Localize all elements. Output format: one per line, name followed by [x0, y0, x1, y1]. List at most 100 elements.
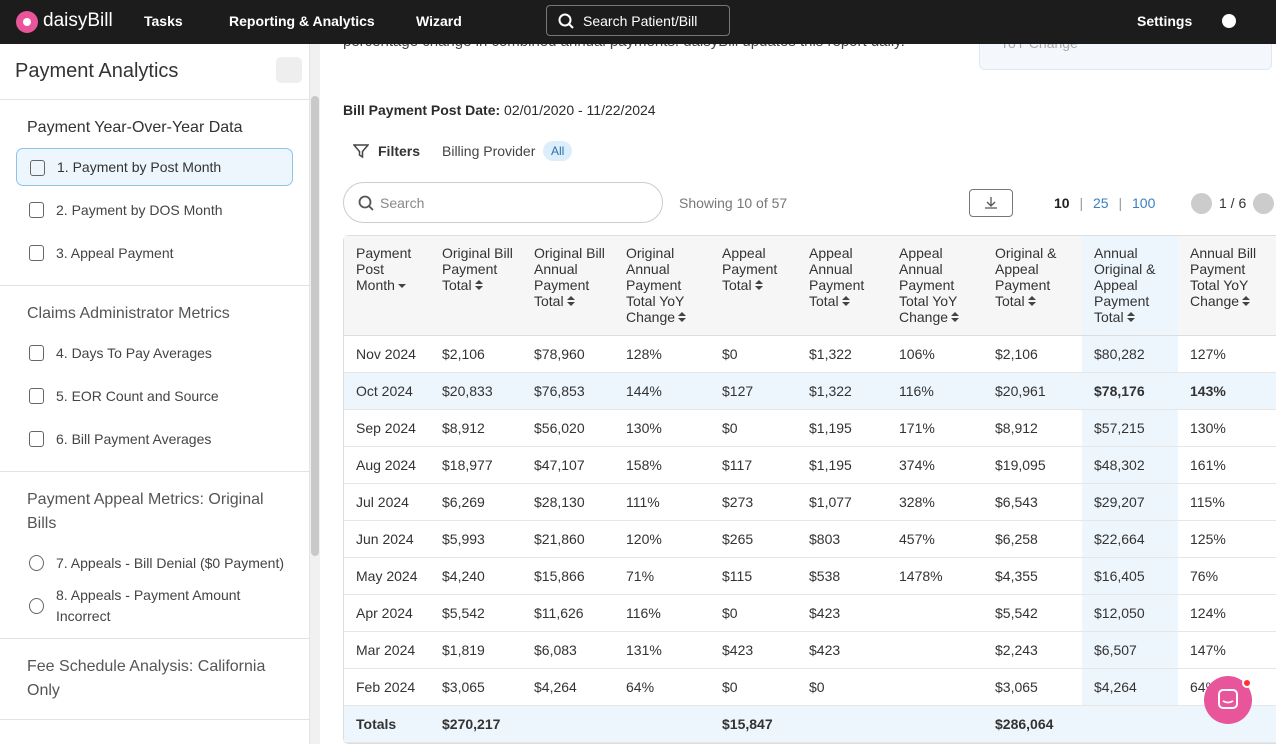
- nav-link[interactable]: 7. Appeals - Bill Denial ($0 Payment): [16, 544, 293, 582]
- table-cell: 115%: [1178, 484, 1276, 521]
- table-row: Oct 2024 $20,833 $76,853 144% $127 $1,322 116%…: [344, 373, 1276, 410]
- user-icon[interactable]: [1221, 13, 1237, 29]
- table-cell: $117: [710, 447, 797, 484]
- table-cell: Sep 2024: [344, 410, 430, 447]
- sidebar-header: Payment Analytics: [0, 44, 309, 100]
- nav-link[interactable]: 5. EOR Count and Source: [16, 377, 293, 415]
- totals-cell: [1082, 706, 1178, 743]
- settings[interactable]: Settings: [1137, 13, 1193, 29]
- table-cell: $127: [710, 373, 797, 410]
- link-icon: [29, 431, 44, 447]
- table-cell: 128%: [614, 336, 710, 373]
- search-input[interactable]: Search: [343, 182, 663, 223]
- header-label: Appeal Annual Payment Total: [809, 245, 865, 309]
- nav-link[interactable]: 6. Bill Payment Averages: [16, 420, 293, 458]
- header-label: Annual Bill Payment Total YoY Change: [1190, 245, 1257, 309]
- nav-link[interactable]: 4. Days To Pay Averages: [16, 334, 293, 372]
- table-cell: $18,977: [430, 447, 522, 484]
- table-cell: 124%: [1178, 595, 1276, 632]
- table-cell: $2,106: [430, 336, 522, 373]
- totals-cell: [522, 706, 614, 743]
- table-cell: Nov 2024: [344, 336, 430, 373]
- nav-link[interactable]: 8. Appeals - Payment Amount Incorrect: [16, 587, 293, 625]
- provider-value[interactable]: All: [543, 141, 573, 161]
- filters-button[interactable]: Filters: [378, 143, 421, 159]
- column-header[interactable]: Appeal Annual Payment Total: [797, 236, 887, 336]
- table-cell: 171%: [887, 410, 983, 447]
- search-placeholder: Search: [380, 195, 425, 211]
- chat-button[interactable]: [1204, 676, 1252, 724]
- brand[interactable]: daisyBill: [43, 10, 113, 31]
- totals-cell: $270,217: [430, 706, 522, 743]
- table-cell: Apr 2024: [344, 595, 430, 632]
- table-row: Jun 2024 $5,993 $21,860 120% $265 $803 457% $6,…: [344, 521, 1276, 558]
- page-size[interactable]: 10: [1054, 195, 1070, 211]
- column-header[interactable]: Appeal Payment Total: [710, 236, 797, 336]
- table-cell: $1,322: [797, 373, 887, 410]
- column-header[interactable]: Original & Appeal Payment Total: [983, 236, 1082, 336]
- prev-page[interactable]: [1191, 193, 1212, 214]
- sidebar-section: Fee Schedule Analysis: California Only: [0, 639, 309, 720]
- nav-item[interactable]: Wizard: [416, 13, 462, 29]
- page-size[interactable]: 25: [1093, 195, 1109, 211]
- table-cell: $2,243: [983, 632, 1082, 669]
- nav-item[interactable]: Tasks: [144, 13, 183, 29]
- table-cell: $0: [710, 336, 797, 373]
- download-button[interactable]: [969, 189, 1013, 217]
- column-header[interactable]: Original Annual Payment Total YoY Change: [614, 236, 710, 336]
- search-button[interactable]: Search Patient/Bill: [546, 5, 730, 36]
- column-header[interactable]: Original Bill Payment Total: [430, 236, 522, 336]
- next-page[interactable]: [1253, 193, 1274, 214]
- sort-icon: [678, 312, 687, 323]
- column-header[interactable]: Original Bill Annual Payment Total: [522, 236, 614, 336]
- table-cell: $29,207: [1082, 484, 1178, 521]
- nav-link[interactable]: 1. Payment by Post Month: [16, 148, 293, 186]
- notification-dot: [1242, 678, 1252, 688]
- table-cell: $28,130: [522, 484, 614, 521]
- header-label: Appeal Payment Total: [722, 245, 778, 293]
- table-cell: $8,912: [430, 410, 522, 447]
- table-cell: $20,833: [430, 373, 522, 410]
- section-list: Payment Year-Over-Year Data 1. Payment by…: [0, 100, 309, 720]
- header-label: Appeal Annual Payment Total YoY Change: [899, 245, 958, 325]
- table-cell: Jul 2024: [344, 484, 430, 521]
- table-cell: $12,050: [1082, 595, 1178, 632]
- table-cell: $803: [797, 521, 887, 558]
- table-cell: Jun 2024: [344, 521, 430, 558]
- table-cell: $20,961: [983, 373, 1082, 410]
- totals-cell: $286,064: [983, 706, 1082, 743]
- link-icon: [30, 160, 45, 176]
- nav-item[interactable]: Reporting & Analytics: [229, 13, 375, 29]
- page-size[interactable]: 100: [1132, 195, 1156, 211]
- link-label: 8. Appeals - Payment Amount Incorrect: [56, 587, 241, 624]
- table-cell: May 2024: [344, 558, 430, 595]
- header-label: Original Bill Annual Payment Total: [534, 245, 605, 309]
- column-header[interactable]: Appeal Annual Payment Total YoY Change: [887, 236, 983, 336]
- column-header[interactable]: Annual Original & Appeal Payment Total: [1082, 236, 1178, 336]
- column-header[interactable]: Payment Post Month: [344, 236, 430, 336]
- nav-link[interactable]: 2. Payment by DOS Month: [16, 191, 293, 229]
- table-cell: 147%: [1178, 632, 1276, 669]
- sort-icon: [474, 280, 483, 291]
- table-cell: $265: [710, 521, 797, 558]
- collapse-button[interactable]: [276, 57, 302, 83]
- search-icon: [558, 13, 574, 29]
- column-header[interactable]: Annual Bill Payment Total YoY Change: [1178, 236, 1276, 336]
- table-cell: 374%: [887, 447, 983, 484]
- table-cell: $6,083: [522, 632, 614, 669]
- table-cell: $8,912: [983, 410, 1082, 447]
- table-cell: $538: [797, 558, 887, 595]
- table-cell: $80,282: [1082, 336, 1178, 373]
- scrollbar[interactable]: [311, 96, 319, 556]
- nav-link[interactable]: 3. Appeal Payment: [16, 234, 293, 272]
- sort-icon: [1027, 296, 1036, 307]
- table-cell: [887, 632, 983, 669]
- table-cell: $0: [710, 410, 797, 447]
- table-cell: $423: [797, 595, 887, 632]
- table-cell: [887, 669, 983, 706]
- table-cell: $6,269: [430, 484, 522, 521]
- table-cell: $22,664: [1082, 521, 1178, 558]
- table-cell: $273: [710, 484, 797, 521]
- header-label: Payment Post Month: [356, 245, 412, 293]
